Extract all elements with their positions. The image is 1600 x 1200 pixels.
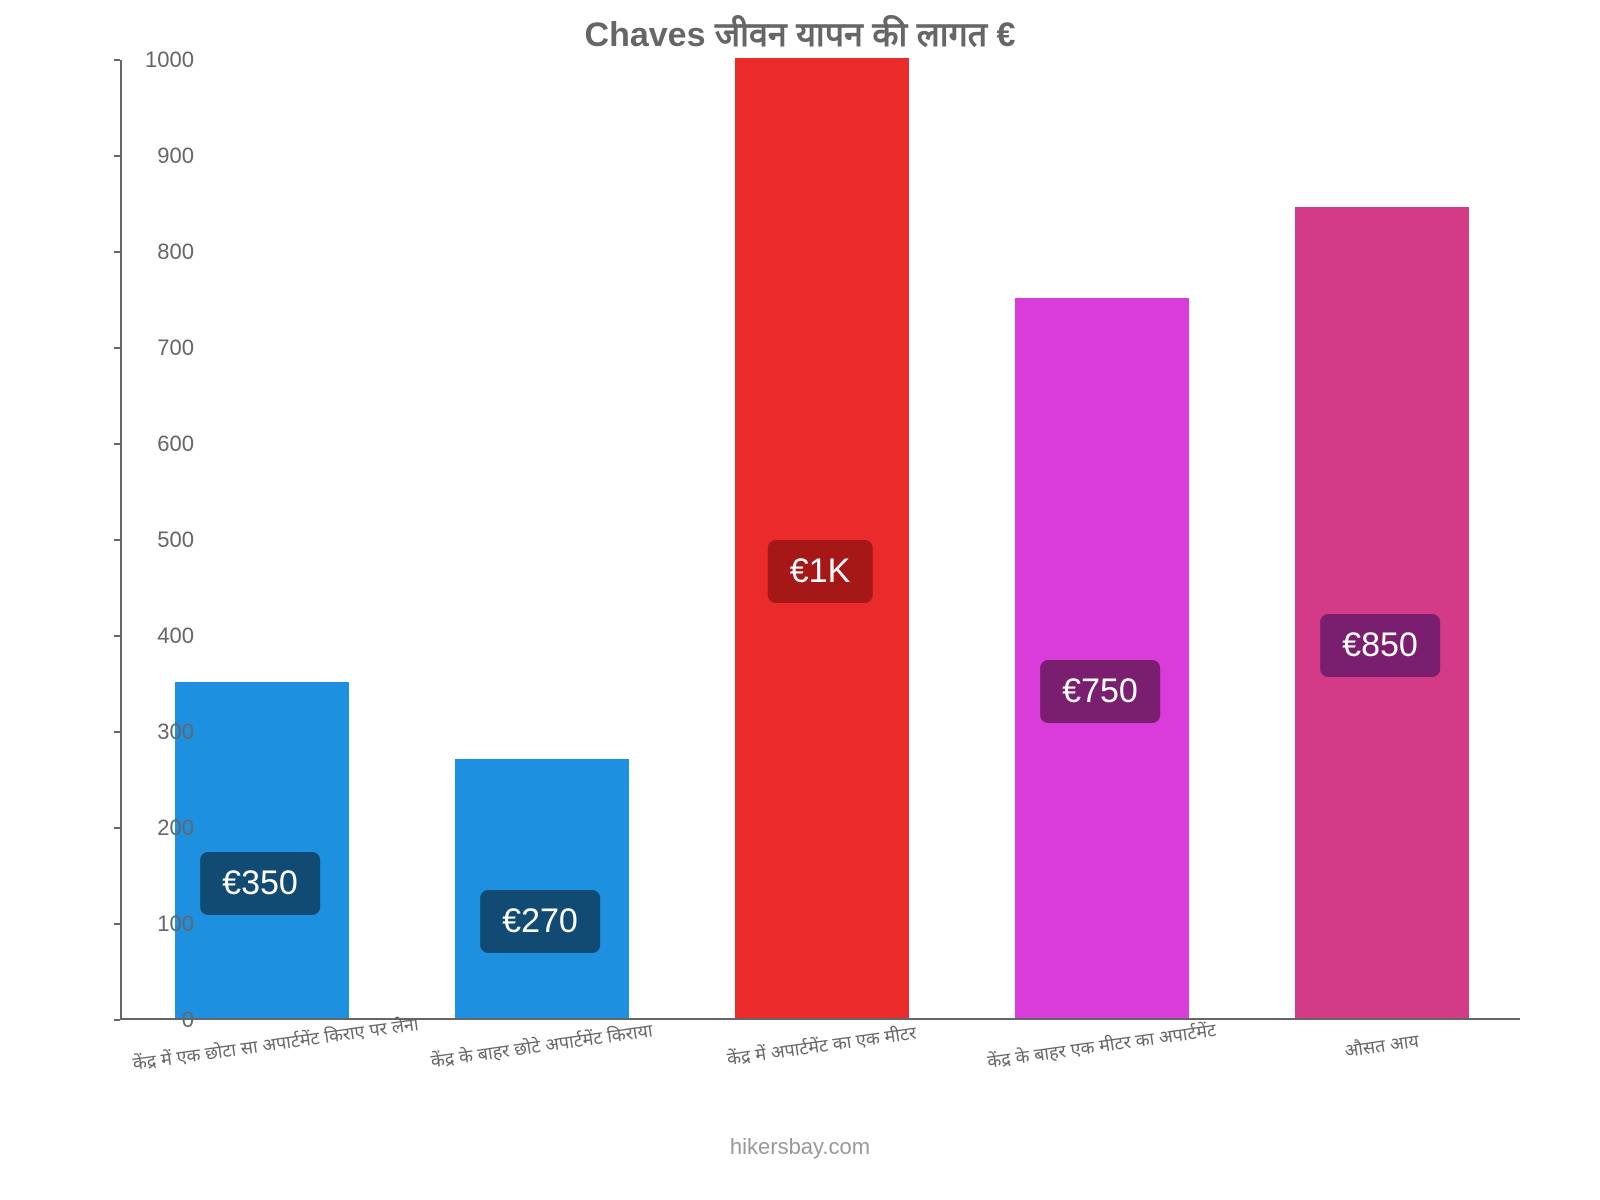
y-tick-mark bbox=[114, 155, 120, 157]
bar-value-label: €750 bbox=[1040, 660, 1160, 723]
y-tick-label: 100 bbox=[114, 911, 194, 937]
y-tick-label: 1000 bbox=[114, 47, 194, 73]
y-tick-mark bbox=[114, 59, 120, 61]
bar bbox=[1015, 298, 1189, 1018]
bar-value-label: €350 bbox=[200, 852, 320, 915]
y-tick-label: 500 bbox=[114, 527, 194, 553]
x-tick-label: केंद्र में अपार्टमेंट का एक मीटर bbox=[691, 1016, 952, 1076]
bar bbox=[1295, 207, 1469, 1018]
x-tick-label: केंद्र के बाहर छोटे अपार्टमेंट किराया bbox=[411, 1016, 672, 1076]
y-tick-label: 400 bbox=[114, 623, 194, 649]
y-tick-mark bbox=[114, 347, 120, 349]
y-tick-label: 900 bbox=[114, 143, 194, 169]
y-tick-label: 800 bbox=[114, 239, 194, 265]
bar-value-label: €1K bbox=[768, 540, 873, 603]
y-tick-mark bbox=[114, 539, 120, 541]
bars-container bbox=[122, 60, 1520, 1018]
footer-credit: hikersbay.com bbox=[0, 1134, 1600, 1160]
y-tick-mark bbox=[114, 923, 120, 925]
y-tick-label: 700 bbox=[114, 335, 194, 361]
y-tick-mark bbox=[114, 827, 120, 829]
x-tick-label: केंद्र के बाहर एक मीटर का अपार्टमेंट bbox=[971, 1016, 1232, 1076]
bar bbox=[455, 759, 629, 1018]
y-tick-label: 0 bbox=[114, 1007, 194, 1033]
bar bbox=[735, 58, 909, 1018]
y-tick-mark bbox=[114, 731, 120, 733]
y-tick-mark bbox=[114, 251, 120, 253]
bar-value-label: €850 bbox=[1320, 614, 1440, 677]
y-tick-mark bbox=[114, 635, 120, 637]
cost-of-living-chart: Chaves जीवन यापन की लागत € 0 100 200 300 400… bbox=[0, 0, 1600, 1200]
bar bbox=[175, 682, 349, 1018]
bar-value-label: €270 bbox=[480, 890, 600, 953]
y-tick-mark bbox=[114, 1019, 120, 1021]
x-tick-label: औसत आय bbox=[1251, 1016, 1512, 1076]
y-tick-label: 300 bbox=[114, 719, 194, 745]
chart-title: Chaves जीवन यापन की लागत € bbox=[0, 10, 1600, 56]
y-tick-label: 600 bbox=[114, 431, 194, 457]
y-tick-mark bbox=[114, 443, 120, 445]
y-tick-label: 200 bbox=[114, 815, 194, 841]
